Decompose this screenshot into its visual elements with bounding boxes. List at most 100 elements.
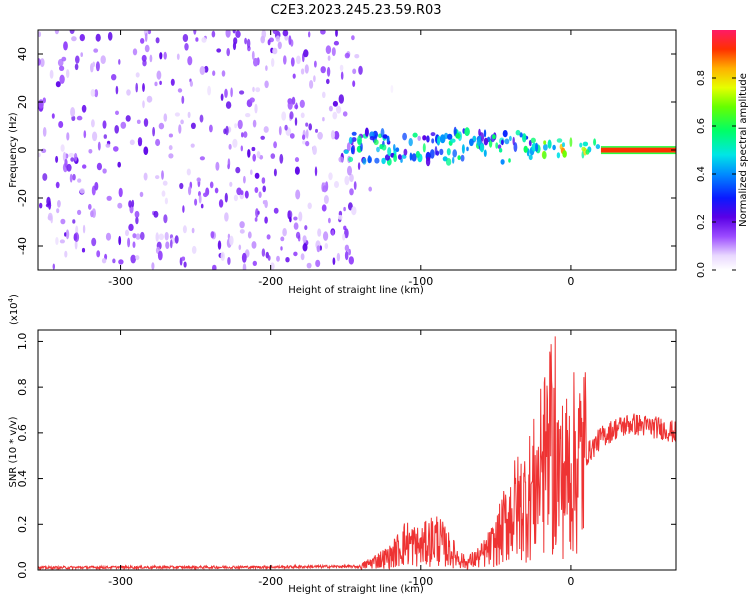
heatmap-cell [320, 66, 326, 74]
heatmap-cell [54, 30, 59, 35]
heatmap-cell [352, 68, 357, 75]
heatmap-cell [504, 138, 510, 145]
heatmap-cell [425, 156, 431, 167]
heatmap-cell [346, 142, 351, 152]
heatmap-cell [422, 135, 427, 141]
heatmap-cell [113, 146, 119, 152]
heatmap-cell [183, 261, 187, 268]
heatmap-cell [187, 111, 191, 119]
snr-x-axis-label: Height of straight line (km) [288, 584, 424, 595]
heatmap-cell [168, 145, 173, 151]
heatmap-cell [114, 125, 119, 134]
heatmap-cell [446, 148, 451, 156]
heatmap-cell [267, 39, 271, 46]
heatmap-cell [215, 161, 220, 171]
heatmap-cell [340, 71, 344, 80]
heatmap-cell [244, 190, 249, 199]
heatmap-cell [294, 117, 298, 126]
heatmap-cell [323, 231, 329, 241]
heatmap-cell [207, 85, 212, 96]
heatmap-cell [344, 52, 350, 59]
heatmap-cell [106, 195, 112, 201]
heatmap-cell [161, 190, 166, 197]
heatmap-cell [343, 206, 346, 212]
y-tick-label: 0.0 [16, 561, 29, 579]
heatmap-cell [38, 31, 42, 38]
heatmap-cell [252, 86, 255, 93]
heatmap-cell [95, 61, 100, 72]
heatmap-cell [235, 166, 241, 174]
heatmap-cell [252, 119, 257, 128]
heatmap-cell [189, 80, 193, 87]
heatmap-cell [143, 118, 149, 127]
heatmap-cell [158, 233, 164, 241]
heatmap-cell [543, 143, 548, 151]
heatmap-cell [209, 181, 214, 189]
heatmap-cell [155, 232, 159, 242]
heatmap-cell [140, 38, 145, 44]
heatmap-cell [302, 243, 308, 252]
heatmap-cell [277, 41, 282, 50]
heatmap-cell [338, 156, 344, 163]
heatmap-cell [256, 151, 261, 159]
heatmap-cell [325, 45, 332, 54]
heatmap-cell [91, 119, 95, 128]
heatmap-cell [229, 181, 233, 187]
colorbar-gradient [712, 30, 736, 270]
heatmap-cell [358, 65, 363, 75]
heatmap-cell [483, 129, 487, 138]
heatmap-cell [252, 153, 256, 162]
snr-plot-area [38, 336, 676, 570]
heatmap-cell [349, 173, 354, 183]
snr-series-line [38, 336, 676, 570]
heatmap-cell [281, 111, 287, 121]
heatmap-cell [368, 186, 373, 192]
heatmap-cell [267, 255, 271, 261]
heatmap-cell [128, 223, 134, 231]
heatmap-cell [276, 255, 280, 262]
heatmap-cell [55, 81, 61, 88]
colorbar-ticks: 0.0 0.2 0.4 0.6 0.8 [696, 70, 736, 278]
x-tick-label: -100 [408, 575, 433, 588]
heatmap-cell [228, 143, 232, 150]
heatmap-cell [66, 69, 70, 79]
heatmap-cell [158, 122, 165, 130]
heatmap-cell [52, 263, 55, 270]
heatmap-cell [344, 250, 349, 261]
heatmap-cell [70, 157, 75, 162]
heatmap-cell [348, 256, 354, 265]
heatmap-cell [339, 64, 344, 72]
heatmap-cell [357, 162, 361, 171]
y-tick-label: 0.2 [16, 516, 29, 534]
heatmap-cell [229, 235, 234, 246]
heatmap-cell [56, 208, 60, 214]
heatmap-cell [143, 172, 148, 181]
heatmap-cell [284, 124, 288, 131]
heatmap-cell [344, 244, 350, 252]
heatmap-cell [91, 237, 97, 247]
heatmap-cell [452, 149, 458, 158]
heatmap-cell [159, 52, 163, 60]
heatmap-cell [331, 47, 336, 57]
heatmap-cell [100, 55, 106, 64]
heatmap-cell [199, 156, 205, 161]
heatmap-cell [348, 156, 354, 163]
heatmap-cell [501, 139, 504, 146]
heatmap-cell [157, 250, 163, 261]
heatmap-cell [55, 181, 60, 189]
heatmap-cell [63, 41, 68, 51]
heatmap-cell [152, 126, 156, 137]
heatmap-cell [66, 163, 72, 172]
heatmap-cell [125, 229, 129, 236]
heatmap-cell [338, 94, 344, 104]
heatmap-cell [230, 87, 233, 98]
heatmap-cell [347, 165, 352, 176]
heatmap-cell [115, 85, 119, 95]
heatmap-cell [193, 30, 197, 35]
heatmap-cell [262, 185, 267, 193]
heatmap-cell [254, 217, 258, 222]
heatmap-cell [135, 72, 140, 78]
heatmap-cell [495, 142, 499, 149]
heatmap-cell [308, 31, 311, 38]
heatmap-cell [74, 239, 78, 250]
